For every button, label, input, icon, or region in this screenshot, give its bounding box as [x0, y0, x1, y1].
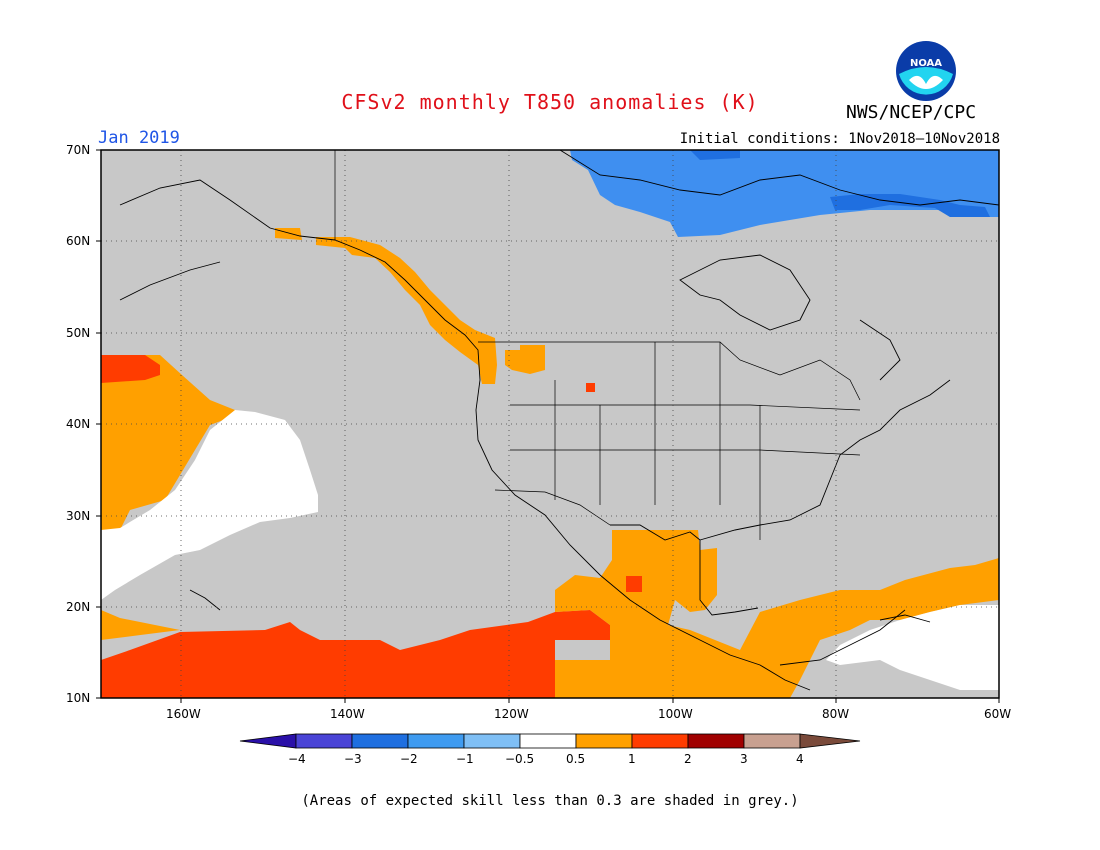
caribbean-white-region [826, 605, 999, 690]
lon-label: 140W [330, 707, 365, 721]
lat-label: 70N [66, 143, 91, 157]
lon-label: 60W [984, 707, 1012, 721]
skill-mask-background [101, 150, 999, 698]
chart-title: CFSv2 monthly T850 anomalies (K) [341, 90, 759, 114]
colorbar-label: −3 [344, 752, 362, 766]
lon-label: 100W [658, 707, 693, 721]
colorbar-cell-min [239, 733, 297, 749]
lon-label: 120W [494, 707, 529, 721]
colorbar-label: 4 [796, 752, 804, 766]
north-pacific-west-positive-region [101, 355, 245, 530]
colorbar-label: 1 [628, 752, 636, 766]
mexico-red-patch [626, 576, 642, 592]
colorbar-label: −4 [288, 752, 306, 766]
north-pacific-white-region [101, 410, 318, 600]
colorbar-cell [743, 733, 801, 749]
coastlines [119, 150, 999, 691]
wyoming-positive-region [586, 383, 595, 392]
lat-label: 40N [66, 417, 91, 431]
colorbar-label: 3 [740, 752, 748, 766]
alaska-coast-positive-region [275, 228, 302, 240]
noaa-logo: NOAA [896, 41, 956, 101]
arctic-canada-negative-region [570, 150, 999, 237]
colorbar-cell [631, 733, 689, 749]
lat-label: 20N [66, 600, 91, 614]
axis-ticks [96, 149, 1000, 703]
colorbar-label: 2 [684, 752, 692, 766]
north-pacific-red-region [101, 355, 160, 383]
colorbar-cell-max [799, 733, 861, 749]
forecast-month: Jan 2019 [98, 128, 180, 148]
tropical-pacific-positive-region [101, 610, 610, 698]
mexico-positive-region [555, 530, 999, 698]
map-frame [100, 149, 1000, 699]
lon-label: 160W [166, 707, 201, 721]
pacific-northwest-positive-region [505, 345, 545, 374]
logo-lettering: NOAA [910, 58, 942, 69]
colorbar [239, 733, 861, 749]
agency-label: NWS/NCEP/CPC [846, 102, 977, 123]
colorbar-cell [463, 733, 521, 749]
colorbar-cell [295, 733, 353, 749]
colorbar-cell [351, 733, 409, 749]
political-borders [334, 150, 861, 540]
colorbar-cell [687, 733, 745, 749]
colorbar-label: −2 [400, 752, 418, 766]
colorbar-label: 0.5 [566, 752, 586, 766]
colorbar-cell [575, 733, 633, 749]
colorbar-cell [407, 733, 465, 749]
colorbar-label: −1 [456, 752, 474, 766]
initial-conditions: Initial conditions: 1Nov2018–10Nov2018 [679, 131, 1000, 147]
baffin-negative-region [830, 194, 990, 217]
lat-label: 60N [66, 234, 91, 248]
hudson-negative-patch [690, 150, 740, 160]
skill-footnote: (Areas of expected skill less than 0.3 a… [301, 793, 799, 809]
lat-label: 50N [66, 326, 91, 340]
lat-label: 30N [66, 509, 91, 523]
gridlines [101, 150, 999, 698]
lat-label: 10N [66, 691, 91, 705]
colorbar-cell [519, 733, 577, 749]
gulf-alaska-positive-region [316, 237, 497, 384]
colorbar-label: −0.5 [505, 752, 535, 766]
tropical-pacific-orange-region [101, 610, 180, 640]
lon-label: 80W [822, 707, 850, 721]
